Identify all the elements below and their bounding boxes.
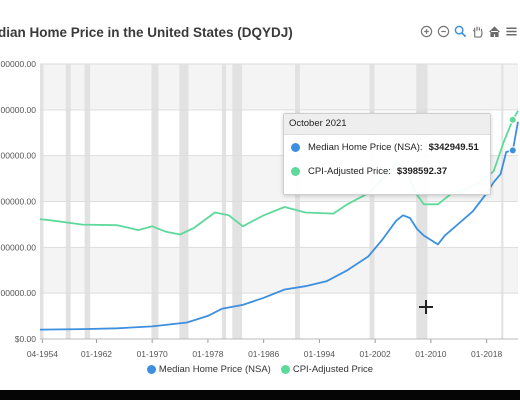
chart-tooltip: October 2021 Median Home Price (NSA): $3…: [283, 113, 491, 195]
x-tick-label: 01-1978: [192, 349, 223, 359]
y-tick-label: 00000.00: [1, 59, 37, 69]
top-strip: [0, 0, 520, 16]
x-tick-label: 01-2002: [360, 349, 391, 359]
magnifier-icon[interactable]: [453, 24, 467, 38]
legend-cpi-label: CPI-Adjusted Price: [292, 364, 374, 375]
grid-band: [40, 247, 518, 294]
crosshair-cursor-icon: [419, 300, 433, 314]
x-tick-label: 01-1994: [304, 349, 335, 359]
hover-marker-median: [508, 146, 517, 155]
tooltip-cpi-dot: [291, 166, 300, 176]
menu-icon[interactable]: [504, 24, 518, 38]
home-reset-icon[interactable]: [487, 24, 501, 38]
x-tick-label: 01-1970: [137, 349, 168, 359]
y-tick-label: 00000.00: [1, 242, 37, 252]
tooltip-median-dot: [291, 142, 300, 152]
bottom-strip: [0, 390, 520, 400]
chart-legend: Median Home Price (NSA) CPI-Adjusted Pri…: [0, 364, 520, 375]
x-tick-label: 04-1954: [27, 349, 58, 359]
tooltip-date: October 2021: [284, 114, 490, 135]
y-tick-label: 00000.00: [1, 197, 37, 207]
x-tick-label: 01-2018: [471, 349, 502, 359]
y-tick-label: $0.00: [15, 334, 37, 344]
pan-hand-icon[interactable]: [470, 24, 484, 38]
tooltip-median-value: $342949.51: [428, 141, 479, 153]
grid-band: [40, 64, 518, 110]
x-tick-label: 01-1962: [81, 349, 112, 359]
hover-marker-cpi: [508, 115, 517, 124]
chart-toolbar: [419, 24, 518, 38]
tooltip-row-cpi: CPI-Adjusted Price: $398592.37: [284, 159, 490, 183]
zoom-out-icon[interactable]: [436, 24, 450, 38]
tooltip-cpi-value: $398592.37: [396, 165, 448, 177]
tooltip-cpi-label: CPI-Adjusted Price:: [308, 165, 391, 177]
y-tick-label: 00000.00: [1, 105, 37, 115]
zoom-in-icon[interactable]: [419, 24, 433, 38]
tooltip-median-label: Median Home Price (NSA):: [308, 141, 423, 153]
y-tick-label: 00000.00: [1, 288, 37, 298]
legend-median-dot: [146, 365, 156, 374]
x-tick-label: 01-1986: [248, 349, 279, 359]
chart-title: dian Home Price in the United States (DQ…: [0, 25, 293, 40]
tooltip-row-median: Median Home Price (NSA): $342949.51: [284, 135, 490, 159]
x-tick-label: 01-2010: [415, 349, 446, 359]
legend-median-label: Median Home Price (NSA): [158, 364, 271, 375]
legend-cpi-dot: [280, 365, 290, 374]
y-tick-label: 00000.00: [1, 151, 37, 161]
legend-item-median[interactable]: Median Home Price (NSA): [146, 364, 271, 375]
legend-item-cpi[interactable]: CPI-Adjusted Price: [280, 364, 374, 375]
